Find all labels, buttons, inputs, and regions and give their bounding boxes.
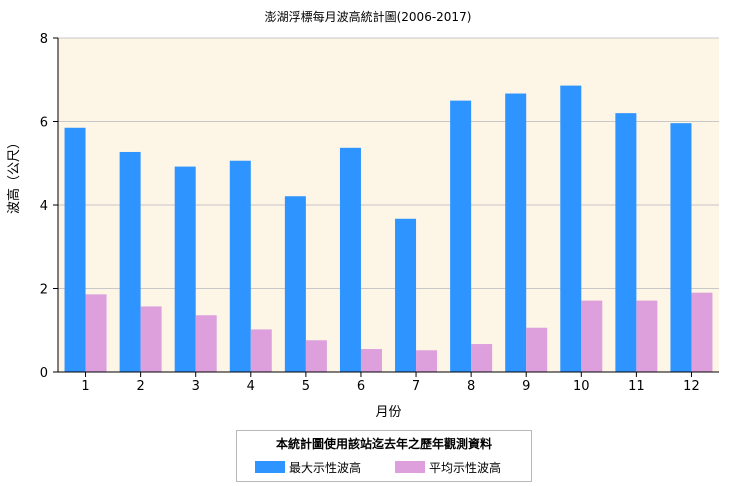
legend-swatch-max — [255, 461, 285, 473]
bar-max — [560, 85, 582, 372]
x-tick-label: 4 — [247, 379, 255, 394]
bar-avg — [195, 315, 217, 372]
bar-max — [450, 100, 472, 372]
bar-max — [505, 93, 527, 372]
bar-avg — [140, 306, 162, 372]
bar-max — [119, 151, 141, 372]
chart-title: 澎湖浮標每月波高統計圖(2006-2017) — [264, 10, 472, 24]
y-tick-label: 4 — [40, 199, 48, 214]
y-tick-label: 0 — [40, 366, 48, 381]
bar-max — [339, 147, 361, 372]
x-axis-label: 月份 — [375, 405, 401, 420]
x-tick-label: 11 — [628, 379, 645, 394]
bar-avg — [305, 340, 327, 372]
x-tick-label: 9 — [522, 379, 530, 394]
x-tick-label: 2 — [136, 379, 144, 394]
bar-avg — [250, 329, 272, 372]
x-tick-label: 6 — [357, 379, 365, 394]
bar-avg — [85, 294, 107, 372]
y-axis-label: 波高（公尺） — [6, 136, 22, 214]
bar-avg — [526, 327, 548, 372]
x-tick-label: 10 — [573, 379, 590, 394]
bar-max — [395, 218, 417, 372]
x-tick-label: 12 — [683, 379, 700, 394]
y-tick-label: 8 — [40, 32, 48, 47]
bar-max — [229, 160, 251, 372]
x-tick-label: 8 — [467, 379, 475, 394]
legend-label-avg: 平均示性波高 — [429, 460, 502, 475]
bar-avg — [581, 300, 603, 372]
bar-avg — [360, 349, 382, 372]
legend-label-max: 最大示性波高 — [289, 460, 362, 475]
legend: 本統計圖使用該站迄去年之歷年觀測資料 最大示性波高 平均示性波高 — [236, 430, 532, 482]
legend-item-avg: 平均示性波高 — [395, 459, 501, 475]
bar-max — [174, 166, 196, 372]
bar-avg — [636, 300, 658, 372]
x-tick-label: 1 — [81, 379, 89, 394]
legend-item-max: 最大示性波高 — [255, 459, 361, 475]
bar-max — [284, 196, 306, 372]
x-tick-label: 3 — [192, 379, 200, 394]
y-tick-label: 6 — [40, 116, 48, 131]
y-tick-label: 2 — [40, 283, 48, 298]
bar-max — [670, 123, 692, 372]
bar-avg — [691, 292, 713, 372]
bar-max — [615, 113, 637, 373]
bar-avg — [471, 344, 493, 372]
x-tick-label: 7 — [412, 379, 420, 394]
legend-title: 本統計圖使用該站迄去年之歷年觀測資料 — [275, 437, 492, 451]
bar-avg — [416, 350, 438, 372]
x-tick-label: 5 — [302, 379, 310, 394]
legend-swatch-avg — [395, 461, 425, 473]
bar-max — [64, 127, 86, 372]
